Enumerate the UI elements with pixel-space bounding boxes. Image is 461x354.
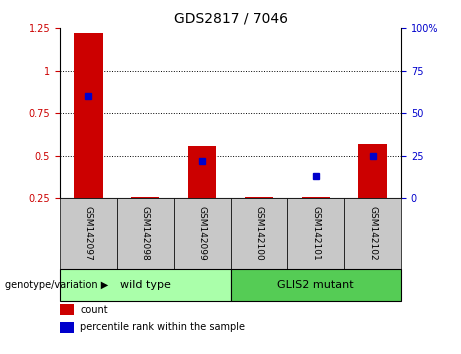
- Bar: [301, 196, 330, 198]
- Bar: [188, 145, 216, 198]
- Bar: [60, 304, 74, 315]
- Text: count: count: [80, 305, 108, 315]
- Bar: [60, 322, 74, 333]
- Text: percentile rank within the sample: percentile rank within the sample: [80, 322, 245, 332]
- Bar: [230, 269, 401, 301]
- Bar: [74, 33, 102, 198]
- Text: GSM142099: GSM142099: [198, 206, 207, 261]
- Text: GSM142098: GSM142098: [141, 206, 150, 261]
- Text: GLIS2 mutant: GLIS2 mutant: [278, 280, 354, 290]
- Bar: [344, 198, 401, 269]
- Bar: [245, 196, 273, 198]
- Bar: [131, 196, 160, 198]
- Text: GSM142097: GSM142097: [84, 206, 93, 261]
- Text: GSM142100: GSM142100: [254, 206, 263, 261]
- Text: GSM142102: GSM142102: [368, 206, 377, 261]
- Text: wild type: wild type: [120, 280, 171, 290]
- Bar: [287, 198, 344, 269]
- Text: genotype/variation ▶: genotype/variation ▶: [5, 280, 108, 290]
- Text: GSM142101: GSM142101: [311, 206, 320, 261]
- Bar: [358, 144, 387, 198]
- Bar: [174, 198, 230, 269]
- Bar: [230, 198, 287, 269]
- Bar: [60, 269, 230, 301]
- Bar: [60, 198, 117, 269]
- Bar: [117, 198, 174, 269]
- Title: GDS2817 / 7046: GDS2817 / 7046: [173, 12, 288, 26]
